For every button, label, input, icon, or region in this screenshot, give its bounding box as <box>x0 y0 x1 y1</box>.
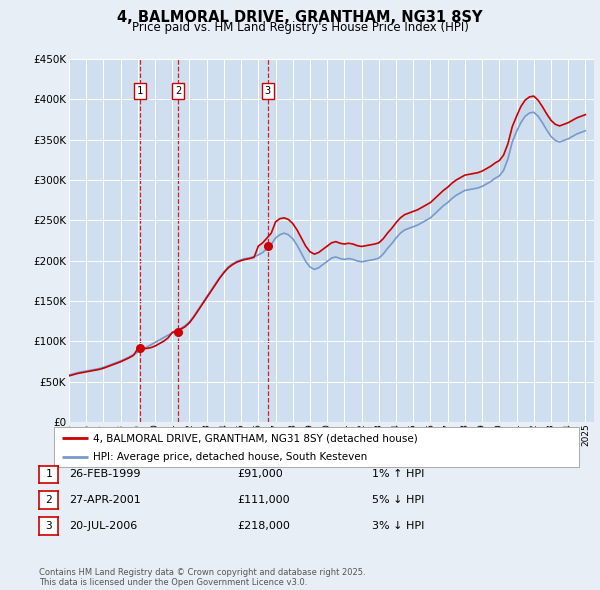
Text: 1: 1 <box>137 86 143 96</box>
Text: Price paid vs. HM Land Registry's House Price Index (HPI): Price paid vs. HM Land Registry's House … <box>131 21 469 34</box>
Text: 4, BALMORAL DRIVE, GRANTHAM, NG31 8SY: 4, BALMORAL DRIVE, GRANTHAM, NG31 8SY <box>117 10 483 25</box>
Text: 26-FEB-1999: 26-FEB-1999 <box>69 470 140 479</box>
Text: 2: 2 <box>175 86 181 96</box>
Text: 1% ↑ HPI: 1% ↑ HPI <box>372 470 424 479</box>
Text: 3% ↓ HPI: 3% ↓ HPI <box>372 522 424 531</box>
Text: 1: 1 <box>45 470 52 479</box>
Text: £91,000: £91,000 <box>237 470 283 479</box>
Text: 20-JUL-2006: 20-JUL-2006 <box>69 522 137 531</box>
Text: 3: 3 <box>45 522 52 531</box>
Text: 2: 2 <box>45 496 52 505</box>
Text: 5% ↓ HPI: 5% ↓ HPI <box>372 496 424 505</box>
Text: 3: 3 <box>265 86 271 96</box>
Text: 4, BALMORAL DRIVE, GRANTHAM, NG31 8SY (detached house): 4, BALMORAL DRIVE, GRANTHAM, NG31 8SY (d… <box>94 434 418 444</box>
Text: £218,000: £218,000 <box>237 522 290 531</box>
Text: HPI: Average price, detached house, South Kesteven: HPI: Average price, detached house, Sout… <box>94 453 368 462</box>
Text: 27-APR-2001: 27-APR-2001 <box>69 496 141 505</box>
Text: £111,000: £111,000 <box>237 496 290 505</box>
Text: Contains HM Land Registry data © Crown copyright and database right 2025.
This d: Contains HM Land Registry data © Crown c… <box>39 568 365 587</box>
